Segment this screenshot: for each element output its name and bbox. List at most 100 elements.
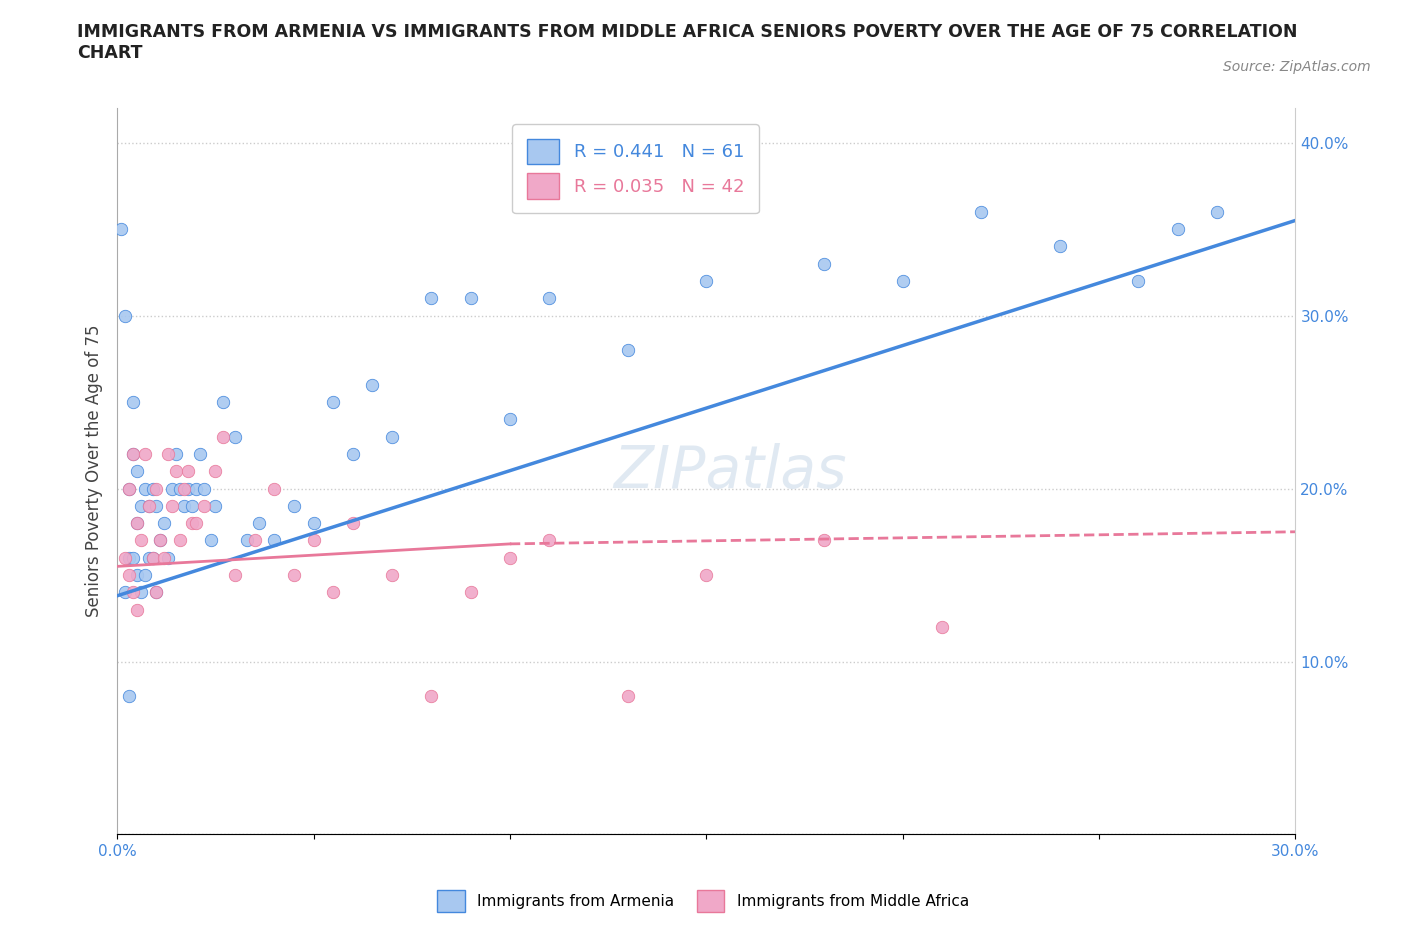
Point (110, 221, 132, 236)
Point (141, 551, 163, 565)
Point (695, 273, 717, 288)
Point (169, 533, 191, 548)
Point (263, 533, 285, 548)
Text: IMMIGRANTS FROM ARMENIA VS IMMIGRANTS FROM MIDDLE AFRICA SENIORS POVERTY OVER TH: IMMIGRANTS FROM ARMENIA VS IMMIGRANTS FR… (77, 23, 1298, 62)
Point (283, 567, 305, 582)
Point (204, 498, 226, 513)
Point (138, 498, 160, 513)
Point (616, 343, 638, 358)
Point (153, 516, 176, 531)
Point (322, 585, 344, 600)
Point (734, 187, 756, 202)
Point (224, 567, 246, 582)
Point (122, 551, 145, 565)
Point (322, 394, 344, 409)
Point (157, 446, 180, 461)
Point (125, 516, 148, 531)
Point (224, 430, 246, 445)
Point (538, 533, 561, 548)
Text: ZIPatlas: ZIPatlas (613, 443, 846, 499)
Point (129, 533, 152, 548)
Point (129, 585, 152, 600)
Point (114, 551, 136, 565)
Point (499, 412, 522, 427)
Point (180, 498, 202, 513)
Point (420, 688, 443, 703)
Point (184, 516, 207, 531)
Point (1167, 221, 1189, 236)
Point (381, 430, 404, 445)
Point (122, 585, 145, 600)
Point (145, 498, 167, 513)
Point (165, 464, 187, 479)
Point (970, 205, 993, 219)
Point (125, 464, 148, 479)
Point (302, 516, 325, 531)
Point (177, 481, 200, 496)
Point (138, 551, 160, 565)
Point (125, 603, 148, 618)
Point (381, 567, 404, 582)
Point (125, 516, 148, 531)
Point (184, 481, 207, 496)
Point (1128, 273, 1150, 288)
Point (145, 585, 167, 600)
Point (114, 585, 136, 600)
Point (149, 533, 172, 548)
Point (180, 516, 202, 531)
Point (1049, 239, 1071, 254)
Point (499, 551, 522, 565)
Point (165, 446, 187, 461)
Point (134, 481, 156, 496)
Point (118, 481, 141, 496)
Point (200, 533, 222, 548)
Point (204, 464, 226, 479)
Point (134, 567, 156, 582)
Point (931, 619, 953, 634)
Point (212, 430, 235, 445)
Legend: R = 0.441   N = 61, R = 0.035   N = 42: R = 0.441 N = 61, R = 0.035 N = 42 (512, 125, 759, 213)
Point (188, 446, 211, 461)
Point (118, 481, 141, 496)
Point (114, 308, 136, 323)
Point (141, 551, 163, 565)
Point (1206, 205, 1229, 219)
Point (420, 291, 443, 306)
Point (813, 533, 835, 548)
Point (157, 551, 180, 565)
Point (302, 533, 325, 548)
Y-axis label: Seniors Poverty Over the Age of 75: Seniors Poverty Over the Age of 75 (86, 325, 103, 618)
Point (134, 446, 156, 461)
Point (243, 533, 266, 548)
Point (342, 446, 364, 461)
Point (118, 688, 141, 703)
Point (813, 257, 835, 272)
Point (118, 551, 141, 565)
Point (342, 516, 364, 531)
Point (138, 498, 160, 513)
Point (129, 498, 152, 513)
Point (212, 394, 235, 409)
Point (283, 498, 305, 513)
Point (177, 464, 200, 479)
Point (173, 481, 195, 496)
Point (141, 481, 163, 496)
Point (247, 516, 270, 531)
Point (616, 688, 638, 703)
Point (263, 481, 285, 496)
Point (361, 378, 384, 392)
Point (538, 291, 561, 306)
Legend: Immigrants from Armenia, Immigrants from Middle Africa: Immigrants from Armenia, Immigrants from… (432, 884, 974, 918)
Point (169, 481, 191, 496)
Point (891, 273, 914, 288)
Point (460, 585, 482, 600)
Point (118, 567, 141, 582)
Point (145, 481, 167, 496)
Point (149, 533, 172, 548)
Point (460, 291, 482, 306)
Point (145, 585, 167, 600)
Point (153, 551, 176, 565)
Point (122, 446, 145, 461)
Point (122, 394, 145, 409)
Point (193, 481, 215, 496)
